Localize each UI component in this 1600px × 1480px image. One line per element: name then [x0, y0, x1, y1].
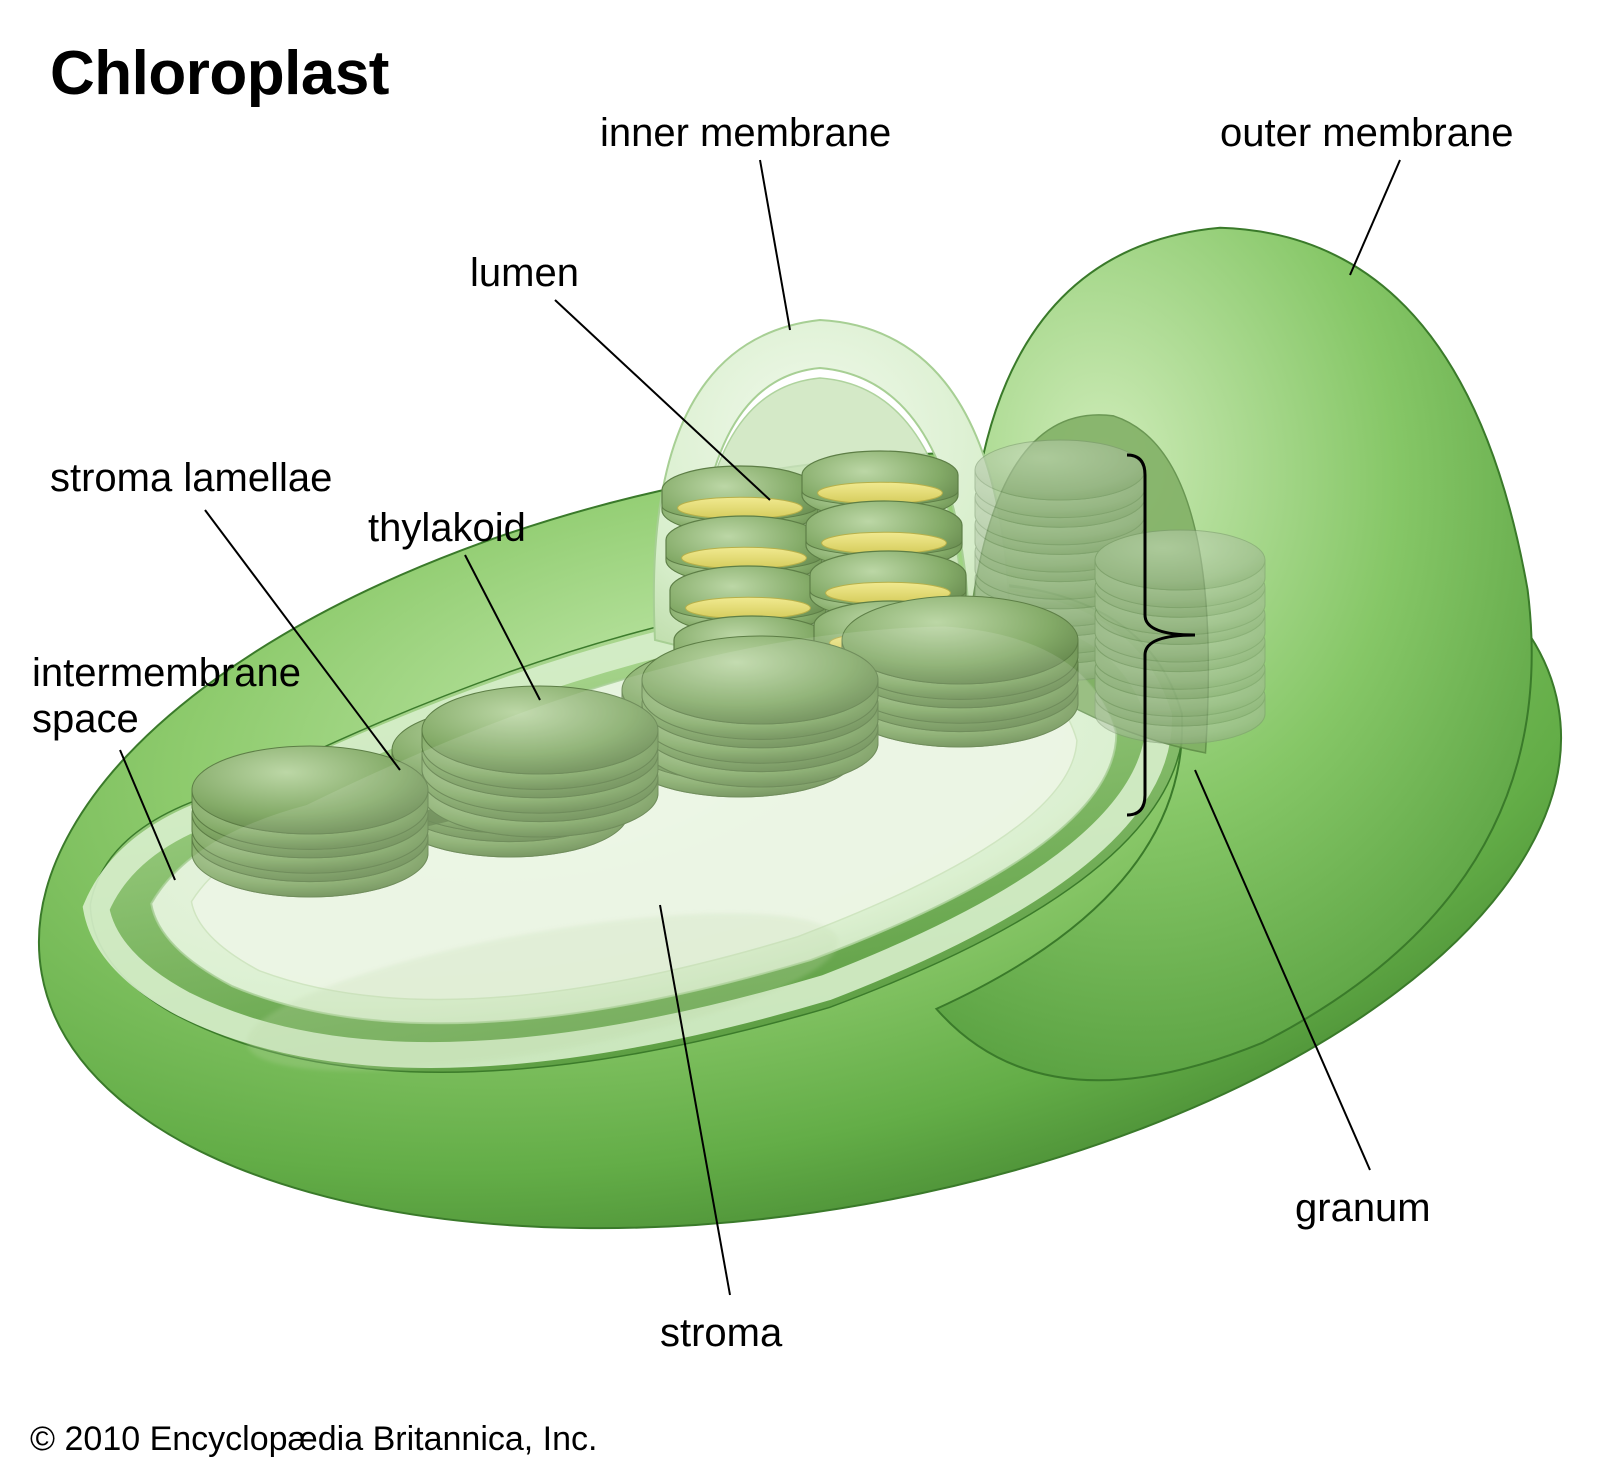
leader-outer-membrane	[1350, 160, 1400, 275]
label-inner-membrane: inner membrane	[600, 110, 891, 156]
diagram-title: Chloroplast	[50, 38, 389, 109]
label-stroma-lamellae: stroma lamellae	[50, 455, 332, 501]
label-lumen: lumen	[470, 250, 579, 296]
label-granum: granum	[1295, 1185, 1431, 1231]
label-intermembrane-space: intermembrane space	[32, 650, 301, 742]
label-stroma: stroma	[660, 1310, 782, 1356]
copyright-text: © 2010 Encyclopædia Britannica, Inc.	[30, 1420, 597, 1459]
chloroplast-diagram: Chloroplast © 2010 Encyclopædia Britanni…	[0, 0, 1600, 1480]
chloroplast-illustration	[0, 185, 1600, 1338]
label-outer-membrane: outer membrane	[1220, 110, 1513, 156]
label-thylakoid: thylakoid	[368, 505, 526, 551]
leader-inner-membrane	[760, 160, 790, 330]
